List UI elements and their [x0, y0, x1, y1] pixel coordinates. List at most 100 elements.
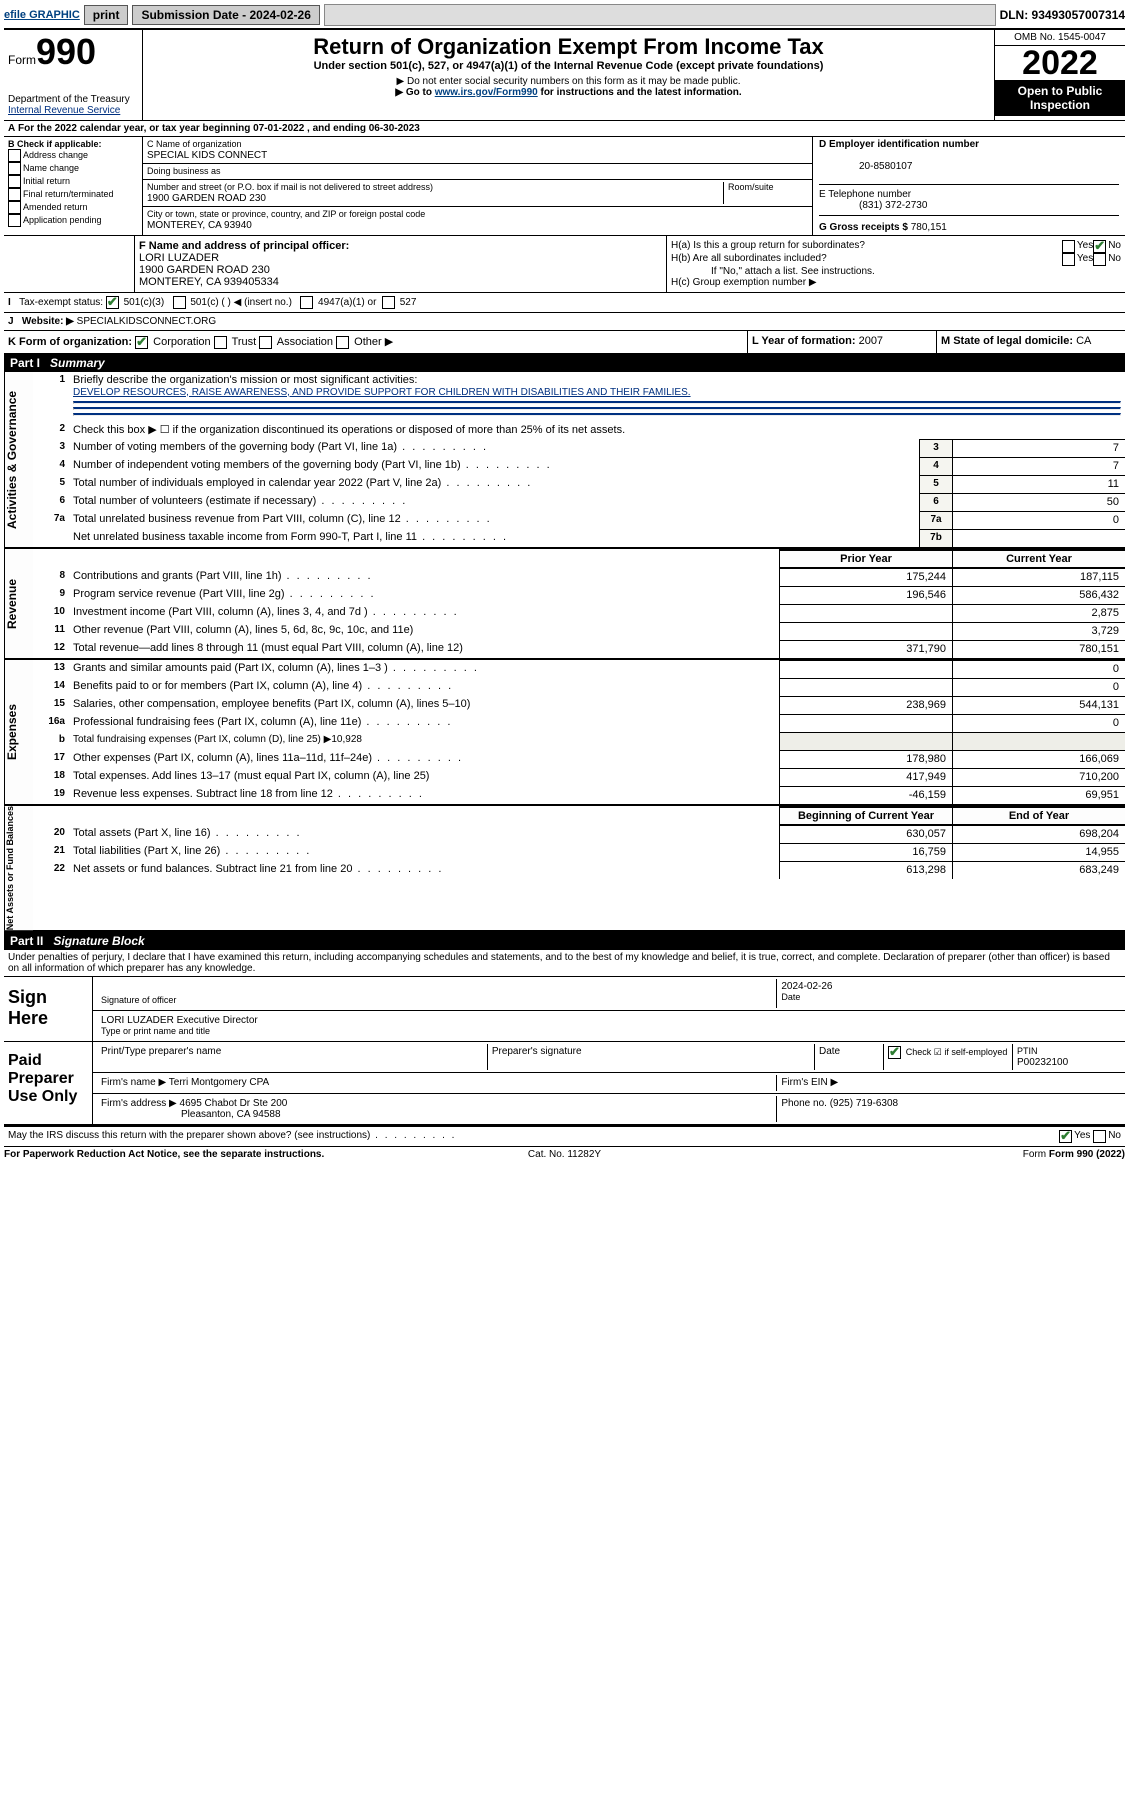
tax-year: 2022 [995, 46, 1125, 80]
k-label: K Form of organization: [8, 336, 132, 348]
l14-t: Benefits paid to or for members (Part IX… [69, 678, 779, 696]
ptin-label: PTIN [1017, 1046, 1038, 1056]
prep-h2: Preparer's signature [488, 1044, 815, 1070]
k-o3: Association [277, 336, 333, 348]
hb-yes-lbl: Yes [1077, 253, 1093, 266]
l8-c: 187,115 [952, 568, 1125, 586]
ha-no-lbl: No [1108, 240, 1121, 253]
k-assoc[interactable] [259, 336, 272, 349]
sub3-pre: ▶ Go to [395, 87, 434, 98]
l5-v: 11 [952, 475, 1125, 493]
phone: (831) 372-2730 [859, 200, 927, 211]
i-4947[interactable] [300, 296, 313, 309]
expenses-block: Expenses 13Grants and similar amounts pa… [4, 660, 1125, 806]
domicile: CA [1076, 335, 1091, 347]
l14-c: 0 [952, 678, 1125, 696]
form-prefix: Form [8, 53, 36, 67]
i-501c3[interactable] [106, 296, 119, 309]
firm-addr-label: Firm's address ▶ [101, 1098, 177, 1109]
ha-yes[interactable] [1062, 240, 1075, 253]
irs-link[interactable]: www.irs.gov/Form990 [435, 87, 538, 98]
l7a-n: 7a [919, 511, 952, 529]
k-o4: Other ▶ [354, 336, 393, 348]
hb-no[interactable] [1093, 253, 1106, 266]
sig-officer-label: Signature of officer [101, 995, 176, 1005]
check-pending[interactable] [8, 214, 21, 227]
org-city: MONTEREY, CA 93940 [147, 220, 252, 231]
b-item-2: Initial return [23, 176, 70, 186]
firm-ein-label: Firm's EIN ▶ [777, 1075, 1121, 1091]
city-label: City or town, state or province, country… [147, 209, 425, 219]
org-addr: 1900 GARDEN ROAD 230 [147, 193, 266, 204]
open-inspection: Open to Public Inspection [995, 80, 1125, 116]
i-527[interactable] [382, 296, 395, 309]
l8-t: Contributions and grants (Part VIII, lin… [69, 568, 779, 586]
l7a-v: 0 [952, 511, 1125, 529]
subtitle-2: ▶ Do not enter social security numbers o… [147, 76, 990, 87]
l15-c: 544,131 [952, 696, 1125, 714]
l11-t: Other revenue (Part VIII, column (A), li… [69, 622, 779, 640]
footer: For Paperwork Reduction Act Notice, see … [4, 1147, 1125, 1160]
b-item-4: Amended return [23, 202, 88, 212]
l13-t: Grants and similar amounts paid (Part IX… [69, 660, 779, 678]
ha-no[interactable] [1093, 240, 1106, 253]
dept: Department of the Treasury [8, 94, 138, 105]
hc-label: H(c) Group exemption number ▶ [671, 277, 1121, 288]
l18-t: Total expenses. Add lines 13–17 (must eq… [69, 768, 779, 786]
efile-link[interactable]: efile GRAPHIC [4, 9, 80, 21]
section-b: B Check if applicable: Address change Na… [4, 137, 143, 235]
officer-name-title: LORI LUZADER Executive Director [101, 1015, 258, 1026]
part2-label: Part II [10, 934, 43, 948]
i-501c[interactable] [173, 296, 186, 309]
sig-date-label: Date [781, 992, 800, 1002]
b-item-1: Name change [23, 163, 79, 173]
l4-n: 4 [919, 457, 952, 475]
check-amended[interactable] [8, 201, 21, 214]
print-button[interactable]: print [84, 5, 129, 25]
i-o1: 501(c)(3) [124, 297, 165, 308]
l6-n: 6 [919, 493, 952, 511]
part1-title: Summary [50, 356, 105, 370]
check-initial[interactable] [8, 175, 21, 188]
officer-name: LORI LUZADER [139, 252, 219, 264]
l15-t: Salaries, other compensation, employee b… [69, 696, 779, 714]
firm-name: Terri Montgomery CPA [169, 1077, 269, 1088]
self-employed-check[interactable] [888, 1046, 901, 1059]
phone-label: E Telephone number [819, 189, 911, 200]
firm-city: Pleasanton, CA 94588 [181, 1109, 281, 1120]
prior-header: Prior Year [779, 549, 952, 568]
check-final[interactable] [8, 188, 21, 201]
name-title-label: Type or print name and title [101, 1026, 210, 1036]
ha-yes-lbl: Yes [1077, 240, 1093, 253]
gov-side-label: Activities & Governance [4, 372, 33, 547]
hb-yes[interactable] [1062, 253, 1075, 266]
l7b-n: 7b [919, 529, 952, 547]
l10-c: 2,875 [952, 604, 1125, 622]
section-klm: K Form of organization: Corporation Trus… [4, 331, 1125, 354]
topbar: efile GRAPHIC print Submission Date - 20… [4, 4, 1125, 26]
l9-c: 586,432 [952, 586, 1125, 604]
k-other[interactable] [336, 336, 349, 349]
sig-date: 2024-02-26 [781, 981, 832, 992]
check-address-change[interactable] [8, 149, 21, 162]
k-corp[interactable] [135, 336, 148, 349]
l16a-p [779, 714, 952, 732]
l18-p: 417,949 [779, 768, 952, 786]
current-header: Current Year [952, 549, 1125, 568]
l3-v: 7 [952, 439, 1125, 457]
l17-c: 166,069 [952, 750, 1125, 768]
l12-t: Total revenue—add lines 8 through 11 (mu… [69, 640, 779, 658]
check-name-change[interactable] [8, 162, 21, 175]
dln: DLN: 93493057007314 [1000, 8, 1125, 22]
prep-h3: Date [815, 1044, 884, 1070]
section-a: A For the 2022 calendar year, or tax yea… [4, 121, 1125, 137]
l14-p [779, 678, 952, 696]
subtitle-1: Under section 501(c), 527, or 4947(a)(1)… [147, 60, 990, 72]
firm-name-label: Firm's name ▶ [101, 1077, 166, 1088]
paid-preparer: Paid Preparer Use Only [4, 1042, 92, 1124]
may-irs-yes[interactable] [1059, 1130, 1072, 1143]
k-trust[interactable] [214, 336, 227, 349]
year-formed: 2007 [859, 335, 883, 347]
may-irs-no[interactable] [1093, 1130, 1106, 1143]
l16b-c [952, 732, 1125, 750]
